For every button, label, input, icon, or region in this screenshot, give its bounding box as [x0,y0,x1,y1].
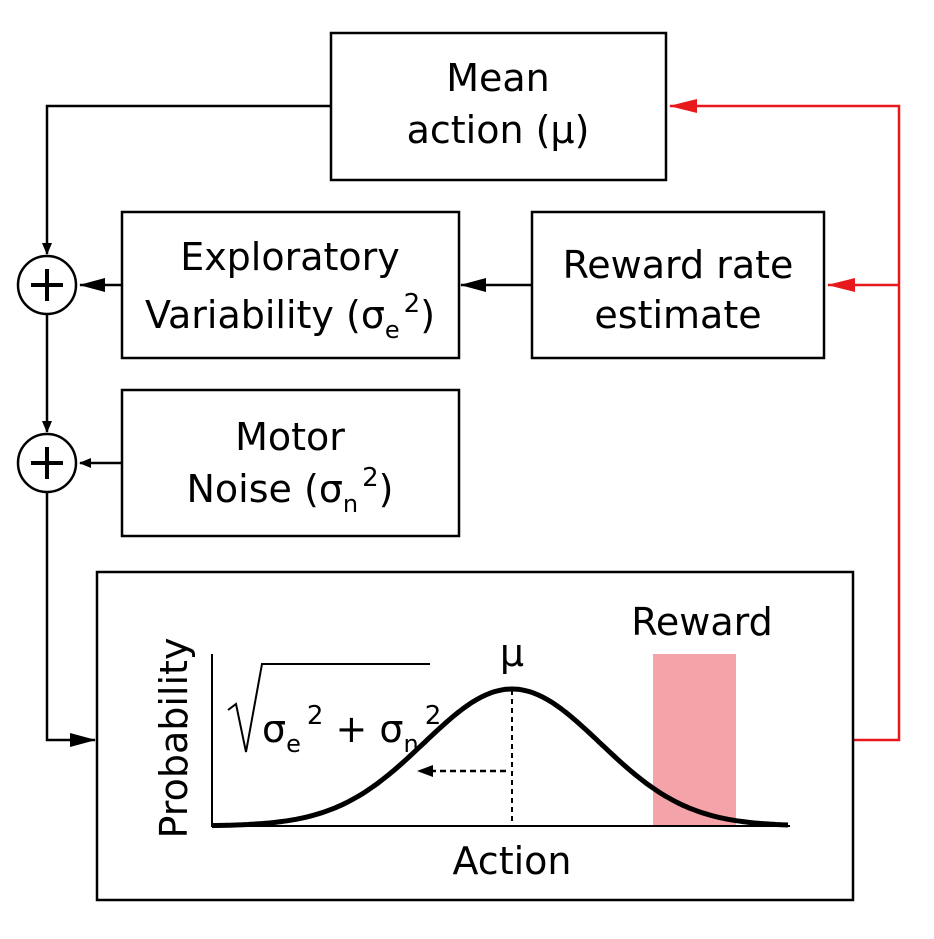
exploratory-label-line1: Exploratory [180,235,400,279]
sqrt-formula-text: σe2 + σn2 [262,701,441,758]
y-axis-label: Probability [152,638,196,839]
x-axis-label: Action [452,839,571,883]
exploratory-variability-box: Exploratory Variability (σe2) [120,210,461,360]
sum-junction-upper [16,254,78,316]
mean-to-sum-arrow [42,104,331,255]
reward-label: Reward [631,600,773,644]
reward-rate-label-line2: estimate [594,293,761,337]
exploratory-label-line2: Variability (σe2) [145,289,435,344]
mean-action-label-line2: action (μ) [407,108,590,152]
motor-noise-label-line1: Motor [235,415,345,459]
mean-action-label-line1: Mean [446,56,550,100]
mean-action-box: Mean action (μ) [329,31,668,182]
reward-rate-label-line1: Reward rate [563,243,794,287]
gaussian-curve [211,686,789,829]
reward-feedback-wires [669,99,901,742]
motor-noise-box: Motor Noise (σn2) [120,388,461,538]
sum-to-plot-arrow [45,492,96,747]
sum-junction-lower [16,432,78,494]
mu-label: μ [500,631,524,675]
reward-to-mean-arrow [669,99,901,742]
reward-region [653,654,736,826]
signal-wires [42,104,532,747]
reward-rate-estimate-box: Reward rate estimate [530,210,826,360]
sqrt-formula: σe2 + σn2 [227,663,441,758]
sqrt-sign [227,663,430,753]
action-distribution-plot: Reward μ σe2 + σn2 Action Probability [95,570,855,902]
motor-noise-label-line2: Noise (σn2) [187,463,394,518]
